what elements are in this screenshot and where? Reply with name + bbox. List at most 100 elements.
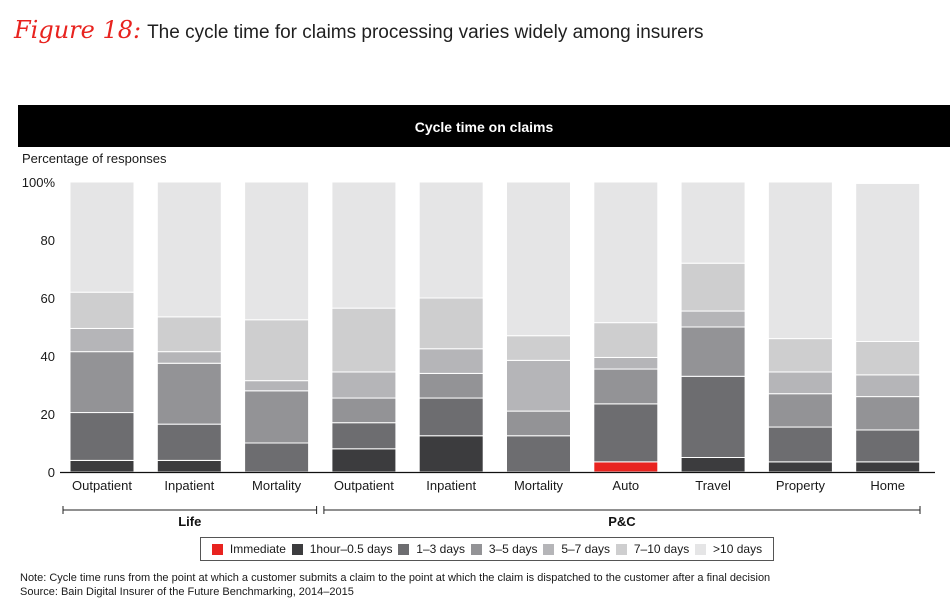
bar-segment — [244, 181, 310, 321]
x-tick-label: Auto — [612, 478, 639, 493]
x-tick-label: Mortality — [514, 478, 564, 493]
bar-segment — [593, 368, 659, 405]
bar-segment — [418, 435, 484, 473]
bar-segment — [593, 356, 659, 370]
source-text: Source: Bain Digital Insurer of the Futu… — [20, 586, 354, 598]
y-tick-label: 40 — [41, 349, 55, 364]
bar-segment — [331, 397, 397, 424]
legend-swatch — [470, 543, 482, 555]
legend-swatch — [543, 543, 555, 555]
figure-label: Figure 18: — [14, 16, 142, 44]
y-tick-label: 100% — [22, 175, 56, 190]
bar-segment — [418, 181, 484, 299]
bar-segment — [156, 423, 222, 461]
bar-segment — [331, 371, 397, 399]
bar-segment — [156, 362, 222, 425]
legend-label: >10 days — [713, 542, 763, 556]
bar-segment — [331, 181, 397, 309]
legend-item: 1hour–0.5 days — [291, 542, 393, 556]
group-label: Life — [178, 514, 201, 529]
bar-segment — [244, 442, 310, 473]
bar-segment — [331, 448, 397, 473]
bar-segment — [680, 457, 746, 473]
x-tick-label: Home — [870, 478, 905, 493]
legend-item: >10 days — [695, 542, 762, 556]
bar-segment — [418, 348, 484, 374]
bar-segment — [331, 307, 397, 373]
bar-segment — [855, 341, 921, 376]
y-axis-label: Percentage of responses — [22, 151, 167, 166]
bar-segment — [156, 459, 222, 473]
bar-segment — [506, 435, 571, 473]
bar-segment — [156, 181, 222, 318]
bar-segment — [680, 326, 746, 377]
bar-segment — [156, 316, 222, 353]
bar-segment — [680, 181, 746, 264]
bar-segment — [855, 374, 921, 398]
chart-banner: Cycle time on claims — [18, 105, 950, 147]
x-tick-label: Outpatient — [72, 478, 132, 493]
bar-segment — [855, 182, 921, 343]
bar-segment — [593, 461, 659, 473]
legend-label: 1hour–0.5 days — [309, 542, 393, 556]
y-tick-label: 80 — [41, 233, 55, 248]
bar-segment — [855, 396, 921, 431]
legend-item: Immediate — [211, 542, 286, 556]
y-tick-label: 60 — [41, 291, 55, 306]
x-tick-label: Inpatient — [164, 478, 214, 493]
bar-segment — [593, 403, 659, 463]
bar-segment — [680, 310, 746, 328]
legend-label: 3–5 days — [488, 542, 538, 556]
bar-segment — [69, 351, 135, 414]
bar-segment — [418, 372, 484, 399]
bar-segment — [767, 338, 833, 373]
bar-segment — [855, 461, 921, 473]
note-text: Note: Cycle time runs from the point at … — [20, 572, 771, 584]
legend-label: 5–7 days — [561, 542, 611, 556]
bar-segment — [69, 412, 135, 461]
bar-segment — [244, 380, 310, 392]
bar-segment — [767, 393, 833, 428]
y-tick-label: 0 — [48, 465, 55, 480]
group-label: P&C — [608, 514, 636, 529]
bar-segment — [69, 291, 135, 329]
legend-label: Immediate — [229, 542, 286, 556]
legend-swatch — [211, 543, 223, 555]
bar-segment — [593, 181, 659, 324]
legend-item: 5–7 days — [543, 542, 610, 556]
bar-segment — [69, 181, 135, 293]
bar-segment — [156, 351, 222, 364]
bar-segment — [69, 459, 135, 473]
legend: Immediate 1hour–0.5 days 1–3 days 3–5 days 5… — [200, 537, 774, 561]
legend-swatch — [291, 543, 303, 555]
legend-item: 1–3 days — [398, 542, 465, 556]
bar-segment — [244, 390, 310, 444]
legend-label: 1–3 days — [416, 542, 465, 556]
footnote: Note: Cycle time runs from the point at … — [20, 571, 770, 599]
bar-segment — [680, 375, 746, 458]
stacked-bar-chart: 0 20 40 60 80 100% Outpatient Inpatient Mortalit… — [22, 175, 935, 529]
legend-item: 3–5 days — [470, 542, 538, 556]
x-tick-label: Travel — [695, 478, 731, 493]
bar-segment — [506, 181, 571, 337]
bar-segment — [855, 429, 921, 463]
bar-segment — [418, 297, 484, 350]
bar-segment — [593, 322, 659, 358]
legend-swatch — [615, 543, 627, 555]
bar-segment — [418, 397, 484, 437]
figure-heading: The cycle time for claims processing var… — [147, 22, 704, 43]
bar-segment — [680, 262, 746, 312]
y-tick-label: 20 — [41, 407, 55, 422]
legend-swatch — [695, 543, 707, 555]
x-tick-label: Mortality — [252, 478, 302, 493]
bar-segment — [506, 335, 571, 361]
bar-segment — [331, 422, 397, 450]
bar-segment — [767, 371, 833, 395]
legend-item: 7–10 days — [615, 542, 689, 556]
x-tick-label: Outpatient — [334, 478, 394, 493]
legend-swatch — [398, 543, 410, 555]
bar-segment — [506, 359, 571, 412]
bar-segment — [69, 327, 135, 353]
bar-segment — [506, 410, 571, 437]
bar-segment — [767, 181, 833, 340]
